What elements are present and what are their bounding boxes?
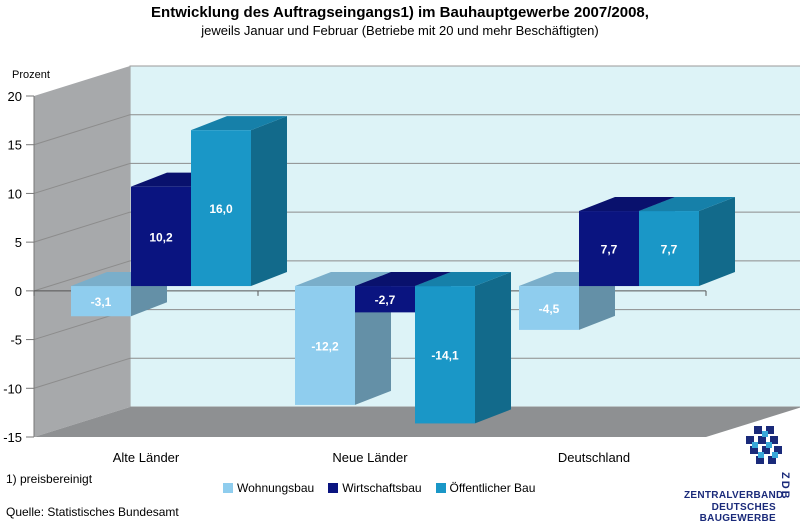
x-tick-label: Alte Länder — [113, 450, 180, 465]
logo-text-line-2: DEUTSCHES — [711, 502, 776, 513]
legend-swatch-oeffentlicher-bau — [435, 483, 446, 493]
legend-item-wohnungsbau: Wohnungsbau — [223, 481, 314, 495]
bar-top-öffentlicher bau — [415, 272, 511, 287]
legend-label-oeffentlicher-bau: Öffentlicher Bau — [449, 481, 536, 495]
bar-side-öffentlicher bau — [251, 116, 287, 287]
chart-title: Entwicklung des Auftragseingangs1) im Ba… — [151, 4, 649, 21]
footnote: 1) preisbereinigt — [6, 472, 93, 486]
side-wall — [34, 66, 130, 437]
data-label: -14,1 — [431, 349, 459, 363]
zdb-logo: ZENTRALVERBAND DEUTSCHES BAUGEWERBE ZDB — [684, 424, 800, 524]
bar — [295, 286, 355, 405]
logo-zdb-text: ZDB — [779, 472, 791, 501]
bar — [579, 211, 639, 287]
legend-item-oeffentlicher-bau: Öffentlicher Bau — [435, 481, 536, 495]
bar — [131, 186, 191, 287]
chart-subtitle: jeweils Januar und Februar (Betriebe mit… — [201, 23, 599, 38]
y-tick-label: 15 — [8, 138, 22, 153]
legend-label-wohnungsbau: Wohnungsbau — [237, 481, 315, 495]
bar — [639, 211, 699, 287]
legend-label-wirtschaftsbau: Wirtschaftsbau — [342, 481, 422, 495]
x-tick-label: Deutschland — [558, 450, 630, 465]
bar-top-wirtschaftsbau — [579, 197, 675, 212]
data-label: -2,7 — [375, 293, 396, 307]
chart-legend: Wohnungsbau Wirtschaftsbau Öffentlicher … — [223, 481, 535, 495]
bar-side-öffentlicher bau — [475, 272, 511, 424]
x-tick-label: Neue Länder — [332, 450, 408, 465]
zdb-cube-logo-icon — [746, 426, 782, 464]
bar-top-wohnungsbau — [295, 272, 391, 287]
y-tick-label: 0 — [15, 284, 22, 299]
logo-text-line-3: BAUGEWERBE — [699, 513, 776, 524]
side-gridline — [33, 114, 131, 146]
y-tick-label: -10 — [3, 381, 22, 396]
y-tick-label: 10 — [8, 186, 22, 201]
y-tick-label: 5 — [15, 235, 22, 250]
data-label: -4,5 — [539, 302, 560, 316]
side-gridline — [33, 162, 131, 194]
side-gridline — [33, 211, 131, 243]
bar — [355, 286, 415, 313]
data-label: -12,2 — [311, 339, 339, 353]
bar — [519, 286, 579, 330]
y-tick-label: 20 — [8, 89, 22, 104]
data-label: 7,7 — [601, 243, 618, 257]
y-tick-label: -5 — [10, 333, 22, 348]
side-gridline — [33, 357, 131, 389]
bar-top-öffentlicher bau — [191, 116, 287, 131]
legend-item-wirtschaftsbau: Wirtschaftsbau — [328, 481, 422, 495]
y-axis-label: Prozent — [12, 69, 50, 81]
legend-swatch-wohnungsbau — [223, 483, 233, 493]
data-label: 7,7 — [661, 243, 678, 257]
bar — [415, 286, 475, 424]
data-label: 10,2 — [149, 230, 173, 244]
bar-top-wirtschaftsbau — [355, 272, 451, 287]
legend-swatch-wirtschaftsbau — [328, 483, 339, 493]
data-label: -3,1 — [91, 295, 112, 309]
source-note: Quelle: Statistisches Bundesamt — [6, 505, 179, 519]
bar-top-öffentlicher bau — [639, 197, 735, 212]
logo-text-line-1: ZENTRALVERBAND — [684, 490, 784, 501]
data-label: 16,0 — [209, 202, 233, 216]
bar — [191, 130, 251, 287]
bar-side-wohnungsbau — [579, 272, 615, 330]
side-gridline — [33, 260, 131, 292]
bar — [71, 286, 131, 317]
bar-side-öffentlicher bau — [699, 197, 735, 287]
y-tick-label: -15 — [3, 430, 22, 445]
